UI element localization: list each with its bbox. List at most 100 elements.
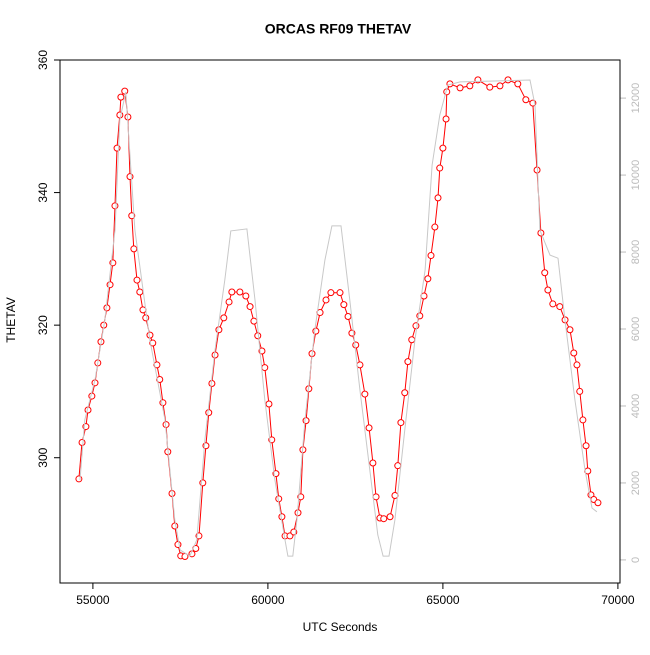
point [544,286,552,294]
point [336,289,344,297]
y-tick-label: 340 [36,182,50,202]
point [573,361,581,369]
point [356,361,364,369]
point [380,515,388,523]
point [327,289,335,297]
point [116,111,124,119]
point [365,424,373,432]
y2-tick-label: 10000 [630,160,642,191]
point [522,96,530,104]
point [456,84,464,92]
point [424,275,432,283]
point [254,332,262,340]
point [352,341,360,349]
y-tick-label: 300 [36,447,50,467]
point [541,269,549,277]
y2-tick-label: 4000 [630,394,642,418]
point [466,82,474,90]
point [427,252,435,260]
point [142,314,150,322]
point [434,194,442,202]
x-tick-label: 70000 [601,593,635,607]
point [442,115,450,123]
point [439,144,447,152]
chart-title: ORCAS RF09 THETAV [265,21,412,37]
point [228,288,236,296]
point [340,301,348,309]
point [106,281,114,289]
point [246,303,254,311]
point [225,298,233,306]
point [412,322,420,330]
point [582,442,590,450]
point [117,93,125,101]
point [136,288,144,296]
secondary-line [79,79,598,557]
point [496,82,504,90]
plot-frame [59,59,621,584]
point [153,361,161,369]
x-tick-label: 55000 [76,593,110,607]
point [111,202,119,210]
point [174,541,182,549]
x-tick-label: 65000 [426,593,460,607]
point [121,87,129,95]
point [556,303,564,311]
point [579,416,587,424]
point [570,349,578,357]
point [322,296,330,304]
point [236,288,244,296]
point [205,409,213,417]
point [75,475,83,483]
point [594,499,602,507]
point [394,462,402,470]
point [215,326,223,334]
point [404,358,412,366]
point [220,314,228,322]
y2-tick-label: 6000 [630,317,642,341]
point [250,317,258,325]
point [474,76,482,84]
x-tick-label: 60000 [251,593,285,607]
point [576,387,584,395]
point [401,389,409,397]
point [372,493,380,501]
y-axis-label: THETAV [4,297,18,343]
point [156,376,164,384]
point [126,173,134,181]
y2-tick-label: 2000 [630,471,642,495]
point [159,399,167,407]
point [130,245,138,253]
point [78,438,86,446]
point [361,390,369,398]
point [171,522,179,530]
point [436,164,444,172]
point [261,364,269,372]
point [397,419,405,427]
point [302,417,310,425]
y-tick-label: 360 [36,50,50,70]
y-tick-label: 320 [36,315,50,335]
x-axis-label: UTC Seconds [303,620,378,634]
point [128,212,136,220]
point [408,336,416,344]
point [514,80,522,88]
point [149,339,157,347]
y2-tick-label: 8000 [630,240,642,264]
y2-tick-label: 0 [630,557,642,563]
point [265,400,273,408]
point [312,327,320,335]
y2-tick-label: 12000 [630,83,642,114]
point [199,479,207,487]
point [566,326,574,334]
point [549,300,557,308]
point [431,223,439,231]
point [344,313,352,321]
point [504,76,512,84]
point [133,276,141,284]
point [386,513,394,521]
point [242,292,250,300]
point [369,459,377,467]
